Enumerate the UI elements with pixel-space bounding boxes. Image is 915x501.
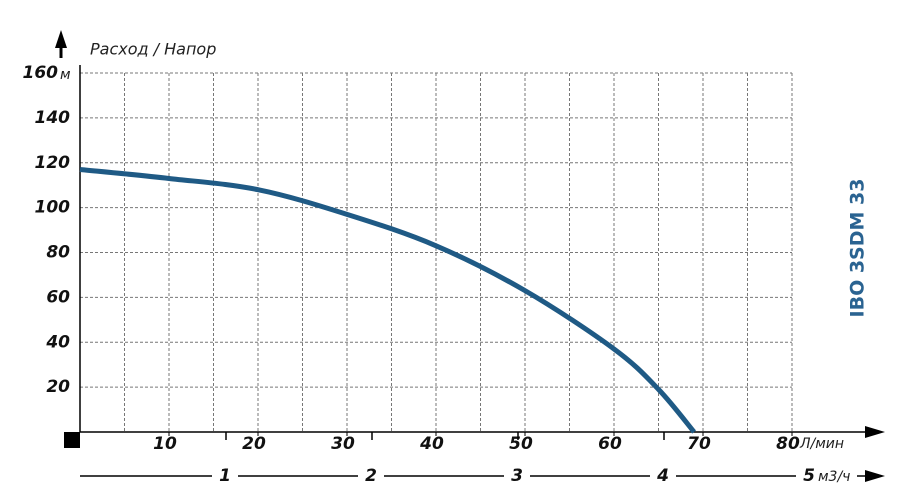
x-tick-label: 30	[331, 434, 355, 454]
x2-label-bg	[358, 466, 384, 486]
y-tick-label: 140	[35, 108, 71, 128]
y-tick-label: 60	[46, 287, 70, 307]
x-axis-arrow	[865, 426, 885, 438]
y-tick-label: 120	[35, 153, 71, 173]
x-tick-label: 50	[509, 434, 533, 454]
x-tick-label: 80	[776, 434, 800, 454]
x2-tick-label: 5	[803, 466, 815, 486]
y-tick-label: 100	[35, 198, 71, 218]
origin-marker	[64, 432, 80, 448]
y-unit: м	[60, 67, 71, 83]
y-axis-label: Расход / Напор	[90, 40, 216, 59]
y-tick-label: 40	[45, 332, 70, 352]
x-unit: Л/мин	[799, 436, 844, 452]
curve	[79, 166, 697, 434]
x2-label-bg	[212, 466, 238, 486]
x2-tick-label: 3	[511, 466, 523, 486]
x2-label-bg	[796, 466, 822, 486]
x2-label-bg	[650, 466, 676, 486]
x-tick-label: 10	[153, 434, 177, 454]
x2-unit-bg	[817, 466, 857, 486]
y-tick-label: 80	[46, 243, 70, 263]
x2-tick-label: 2	[365, 466, 377, 486]
y-tick-label: 20	[46, 377, 70, 397]
y-axis-arrow	[55, 30, 67, 48]
x2-tick-label: 1	[219, 466, 231, 486]
x-tick-label: 60	[598, 434, 622, 454]
x2-tick-label: 4	[656, 466, 669, 486]
x2-unit: м3/ч	[818, 469, 850, 485]
x2-label-bg	[504, 466, 530, 486]
x2-axis-arrow	[865, 470, 885, 482]
x-tick-label: 70	[687, 434, 711, 454]
chart-title: IBO 3SDM 33	[847, 179, 869, 318]
x-tick-label: 20	[242, 434, 266, 454]
y-tick-label: 160	[23, 63, 59, 83]
x-tick-label: 40	[419, 434, 444, 454]
